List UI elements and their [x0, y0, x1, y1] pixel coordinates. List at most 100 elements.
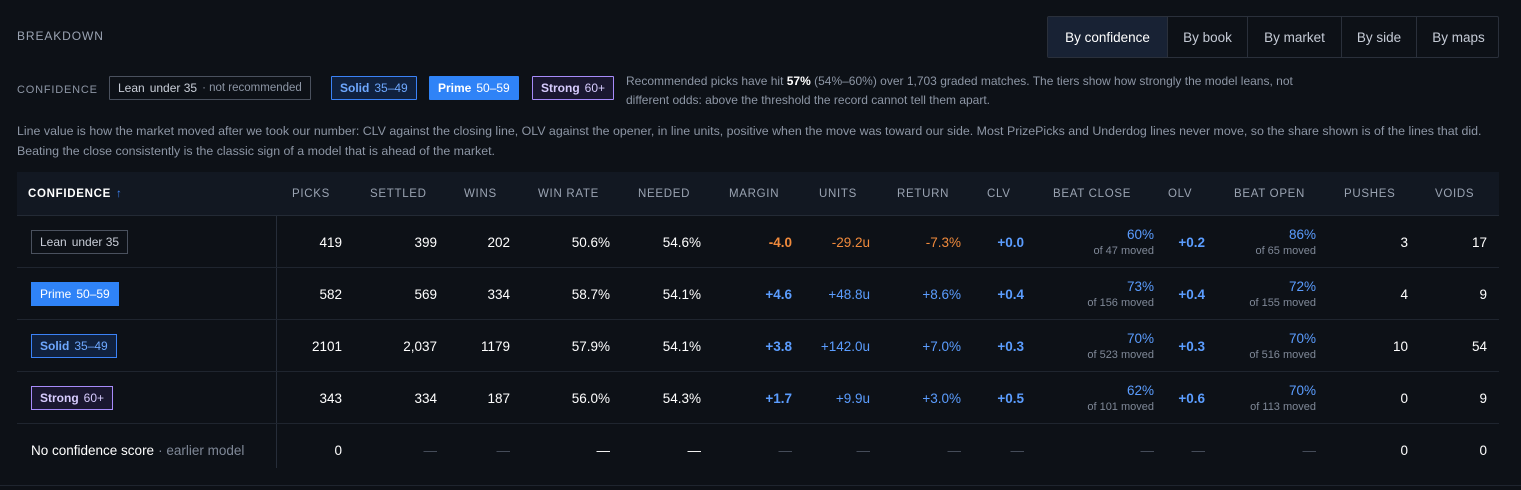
cell-needed: 54.3%	[662, 390, 701, 406]
cell-beat-close: 73% of 156 moved	[1047, 268, 1154, 320]
chip-solid: Solid 35–49	[331, 76, 417, 100]
cell-voids: 9	[1479, 286, 1487, 302]
cell-beat-open: —	[1302, 442, 1317, 458]
beat-open-value: 86%	[1288, 227, 1316, 242]
cell-clv: +0.4	[997, 286, 1024, 302]
cell-return: —	[947, 442, 962, 458]
chip-solid-label: Solid	[340, 81, 370, 95]
col-voids[interactable]: VOIDS	[1435, 188, 1475, 200]
cell-beat-open: 86% of 65 moved	[1222, 216, 1316, 268]
beat-open-value: 70%	[1288, 383, 1316, 398]
cell-beat-open: 70% of 113 moved	[1222, 372, 1316, 424]
beat-close-value: 73%	[1126, 279, 1154, 294]
col-pushes[interactable]: PUSHES	[1344, 188, 1396, 200]
row-chip-range: 35–49	[74, 339, 108, 353]
col-margin[interactable]: MARGIN	[729, 188, 780, 200]
row-chip-label: Prime	[40, 287, 72, 301]
col-picks[interactable]: PICKS	[292, 188, 331, 200]
row-chip-strong: Strong 60+	[31, 386, 114, 410]
beat-close-value: 70%	[1126, 331, 1154, 346]
cell-needed: 54.1%	[662, 286, 701, 302]
bottom-divider	[0, 485, 1521, 486]
col-needed[interactable]: NEEDED	[638, 188, 691, 200]
col-confidence[interactable]: CONFIDENCE ↑	[28, 172, 122, 216]
table-row-prime[interactable]: Prime 50–59 582 569 334 58.7% 54.1% +4.6…	[17, 268, 1499, 320]
cell-pushes: 0	[1400, 390, 1408, 406]
row-chip-range: 60+	[83, 391, 105, 405]
col-return[interactable]: RETURN	[897, 188, 950, 200]
cell-return: -7.3%	[925, 234, 961, 250]
cell-olv: +0.2	[1178, 234, 1205, 250]
chip-lean-note: · not recommended	[202, 82, 302, 94]
cell-clv: +0.3	[997, 338, 1024, 354]
cell-margin: -4.0	[768, 234, 792, 250]
cell-margin: +3.8	[765, 338, 792, 354]
cell-pushes: 3	[1400, 234, 1408, 250]
chip-prime-range: 50–59	[476, 81, 510, 95]
col-wins[interactable]: WINS	[464, 188, 497, 200]
cell-win-rate: 50.6%	[571, 234, 610, 250]
cell-picks: 0	[334, 442, 342, 458]
row-chip-label: Solid	[40, 339, 70, 353]
cell-clv: +0.5	[997, 390, 1024, 406]
chip-prime: Prime 50–59	[429, 76, 519, 100]
chip-prime-label: Prime	[438, 81, 472, 95]
cell-olv: +0.4	[1178, 286, 1205, 302]
table-row-no-score[interactable]: No confidence score · earlier model 0 — …	[17, 424, 1499, 476]
cell-wins: —	[496, 442, 511, 458]
cell-beat-close: 70% of 523 moved	[1047, 320, 1154, 372]
cell-win-rate: —	[596, 442, 611, 458]
tab-by-maps[interactable]: By maps	[1416, 17, 1500, 57]
cell-wins: 187	[487, 390, 510, 406]
chip-solid-range: 35–49	[374, 81, 408, 95]
tab-by-side[interactable]: By side	[1341, 17, 1416, 57]
table-row-lean[interactable]: Lean under 35 419 399 202 50.6% 54.6% -4…	[17, 216, 1499, 268]
breakdown-table: CONFIDENCE ↑ PICKS SETTLED WINS WIN RATE…	[17, 172, 1499, 476]
cell-beat-close: 62% of 101 moved	[1047, 372, 1154, 424]
cell-pushes: 0	[1400, 442, 1408, 458]
beat-open-sub: of 155 moved	[1249, 297, 1316, 309]
col-beat-close[interactable]: BEAT CLOSE	[1053, 188, 1132, 200]
cell-picks: 2101	[311, 338, 342, 354]
cell-clv: —	[1010, 442, 1025, 458]
confidence-desc-bold: 57%	[786, 74, 811, 88]
no-score-label: No confidence score	[31, 442, 155, 458]
table-row-solid[interactable]: Solid 35–49 2101 2,037 1179 57.9% 54.1% …	[17, 320, 1499, 372]
cell-units: -29.2u	[831, 234, 870, 250]
cell-settled: —	[423, 442, 438, 458]
cell-settled: 569	[414, 286, 437, 302]
breakdown-tabs: By confidence By book By market By side …	[1047, 16, 1499, 58]
beat-close-sub: of 101 moved	[1087, 401, 1154, 413]
cell-olv: +0.3	[1178, 338, 1205, 354]
chip-strong-range: 60+	[584, 81, 606, 95]
cell-wins: 1179	[480, 338, 510, 354]
confidence-legend-label: CONFIDENCE	[17, 84, 98, 96]
col-units[interactable]: UNITS	[819, 188, 857, 200]
cell-voids: 54	[1471, 338, 1487, 354]
table-row-strong[interactable]: Strong 60+ 343 334 187 56.0% 54.3% +1.7 …	[17, 372, 1499, 424]
chip-lean-range: under 35	[149, 81, 198, 95]
row-chip-range: under 35	[71, 235, 120, 249]
col-win-rate[interactable]: WIN RATE	[538, 188, 599, 200]
cell-units: —	[856, 442, 871, 458]
col-settled[interactable]: SETTLED	[370, 188, 427, 200]
col-beat-open[interactable]: BEAT OPEN	[1234, 188, 1306, 200]
beat-open-sub: of 113 moved	[1250, 401, 1316, 413]
col-clv[interactable]: CLV	[987, 188, 1011, 200]
column-divider	[276, 172, 277, 468]
cell-margin: +1.7	[765, 390, 792, 406]
cell-needed: 54.6%	[662, 234, 701, 250]
tab-by-confidence[interactable]: By confidence	[1048, 17, 1167, 57]
beat-close-sub: of 47 moved	[1093, 245, 1154, 257]
cell-picks: 419	[319, 234, 342, 250]
beat-close-sub: of 523 moved	[1087, 349, 1154, 361]
cell-voids: 0	[1479, 442, 1487, 458]
cell-voids: 17	[1471, 234, 1487, 250]
col-olv[interactable]: OLV	[1168, 188, 1193, 200]
cell-voids: 9	[1479, 390, 1487, 406]
tab-by-market[interactable]: By market	[1247, 17, 1341, 57]
no-score-label-cell: No confidence score · earlier model	[31, 424, 244, 476]
cell-win-rate: 58.7%	[571, 286, 610, 302]
cell-return: +3.0%	[922, 390, 961, 406]
tab-by-book[interactable]: By book	[1167, 17, 1247, 57]
